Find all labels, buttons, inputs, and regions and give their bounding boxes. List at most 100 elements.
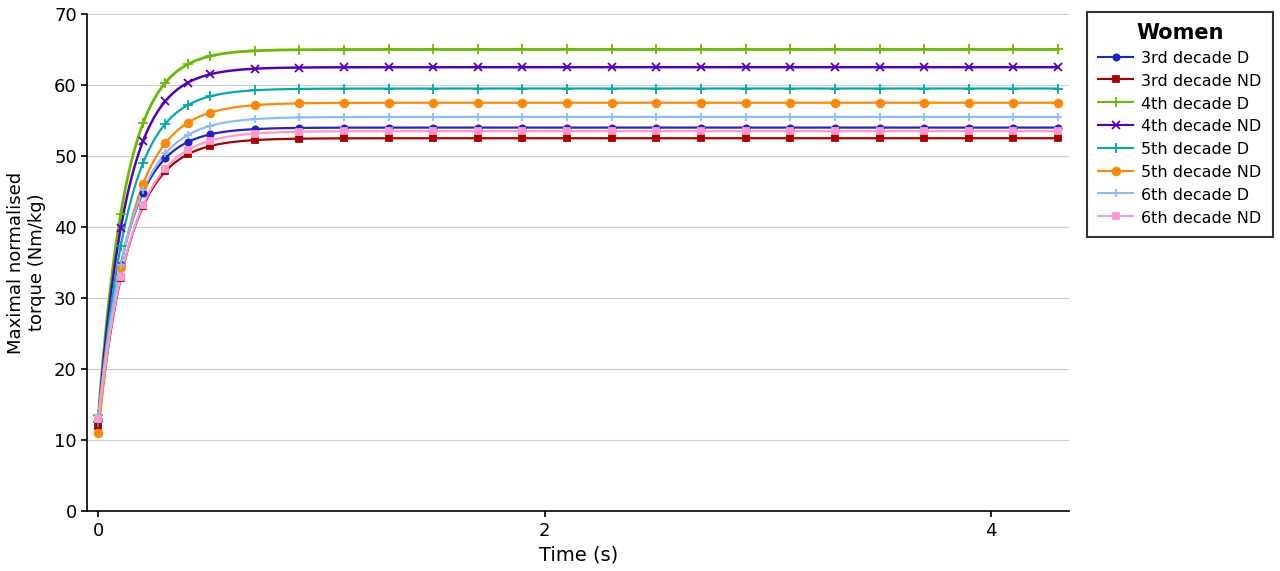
6th decade D: [1006, 114, 1021, 120]
4th decade ND: [470, 64, 485, 71]
4th decade ND: [113, 225, 128, 232]
4th decade ND: [1051, 64, 1066, 71]
6th decade D: [157, 150, 173, 157]
4th decade D: [782, 46, 797, 53]
6th decade ND: [202, 137, 218, 144]
Y-axis label: Maximal normalised
torque (Nm/kg): Maximal normalised torque (Nm/kg): [6, 171, 46, 353]
3rd decade ND: [381, 135, 397, 142]
3rd decade ND: [470, 135, 485, 142]
6th decade D: [961, 114, 977, 120]
3rd decade D: [470, 124, 485, 131]
5th decade ND: [872, 99, 887, 106]
5th decade ND: [649, 99, 664, 106]
3rd decade ND: [515, 135, 530, 142]
4th decade ND: [916, 64, 932, 71]
6th decade ND: [381, 128, 397, 135]
3rd decade ND: [180, 151, 196, 158]
5th decade ND: [425, 99, 440, 106]
6th decade ND: [782, 128, 797, 135]
3rd decade D: [1051, 124, 1066, 131]
6th decade ND: [470, 128, 485, 135]
6th decade ND: [961, 128, 977, 135]
5th decade ND: [1051, 99, 1066, 106]
5th decade ND: [113, 263, 128, 270]
6th decade ND: [916, 128, 932, 135]
6th decade ND: [1051, 128, 1066, 135]
4th decade ND: [515, 64, 530, 71]
5th decade ND: [202, 109, 218, 116]
3rd decade ND: [113, 275, 128, 282]
6th decade ND: [247, 130, 262, 137]
6th decade ND: [425, 128, 440, 135]
5th decade D: [782, 85, 797, 92]
Line: 4th decade ND: 4th decade ND: [95, 63, 1062, 423]
4th decade D: [91, 412, 106, 419]
6th decade ND: [337, 128, 352, 135]
5th decade D: [649, 85, 664, 92]
4th decade ND: [739, 64, 754, 71]
4th decade D: [136, 120, 151, 127]
3rd decade ND: [337, 135, 352, 142]
3rd decade D: [916, 124, 932, 131]
4th decade D: [180, 61, 196, 68]
5th decade D: [180, 102, 196, 108]
4th decade ND: [694, 64, 709, 71]
6th decade D: [649, 114, 664, 120]
4th decade D: [559, 46, 575, 53]
6th decade D: [425, 114, 440, 120]
4th decade ND: [91, 415, 106, 422]
6th decade ND: [827, 128, 842, 135]
3rd decade ND: [649, 135, 664, 142]
4th decade D: [649, 46, 664, 53]
5th decade ND: [559, 99, 575, 106]
3rd decade ND: [694, 135, 709, 142]
5th decade ND: [136, 181, 151, 188]
4th decade D: [739, 46, 754, 53]
4th decade ND: [604, 64, 620, 71]
3rd decade ND: [604, 135, 620, 142]
5th decade D: [292, 86, 307, 93]
3rd decade ND: [1051, 135, 1066, 142]
3rd decade D: [961, 124, 977, 131]
3rd decade ND: [559, 135, 575, 142]
4th decade ND: [157, 98, 173, 104]
4th decade ND: [337, 64, 352, 71]
3rd decade ND: [739, 135, 754, 142]
Line: 4th decade D: 4th decade D: [93, 45, 1062, 420]
3rd decade D: [782, 124, 797, 131]
6th decade ND: [292, 128, 307, 135]
3rd decade D: [180, 139, 196, 146]
3rd decade D: [694, 124, 709, 131]
6th decade D: [694, 114, 709, 120]
5th decade D: [202, 93, 218, 100]
5th decade D: [157, 120, 173, 127]
5th decade ND: [1006, 99, 1021, 106]
4th decade ND: [1006, 64, 1021, 71]
5th decade ND: [247, 102, 262, 108]
6th decade ND: [649, 128, 664, 135]
5th decade D: [337, 85, 352, 92]
5th decade ND: [827, 99, 842, 106]
4th decade ND: [872, 64, 887, 71]
6th decade D: [872, 114, 887, 120]
4th decade D: [202, 53, 218, 59]
3rd decade ND: [916, 135, 932, 142]
6th decade ND: [739, 128, 754, 135]
4th decade D: [1051, 46, 1066, 53]
3rd decade ND: [136, 203, 151, 210]
3rd decade D: [202, 131, 218, 138]
4th decade D: [1006, 46, 1021, 53]
4th decade D: [113, 210, 128, 217]
6th decade D: [381, 114, 397, 120]
5th decade ND: [782, 99, 797, 106]
4th decade ND: [649, 64, 664, 71]
6th decade ND: [113, 274, 128, 280]
3rd decade ND: [961, 135, 977, 142]
6th decade ND: [1006, 128, 1021, 135]
4th decade ND: [425, 64, 440, 71]
5th decade D: [559, 85, 575, 92]
3rd decade D: [1006, 124, 1021, 131]
6th decade D: [515, 114, 530, 120]
4th decade ND: [381, 64, 397, 71]
3rd decade ND: [292, 135, 307, 142]
